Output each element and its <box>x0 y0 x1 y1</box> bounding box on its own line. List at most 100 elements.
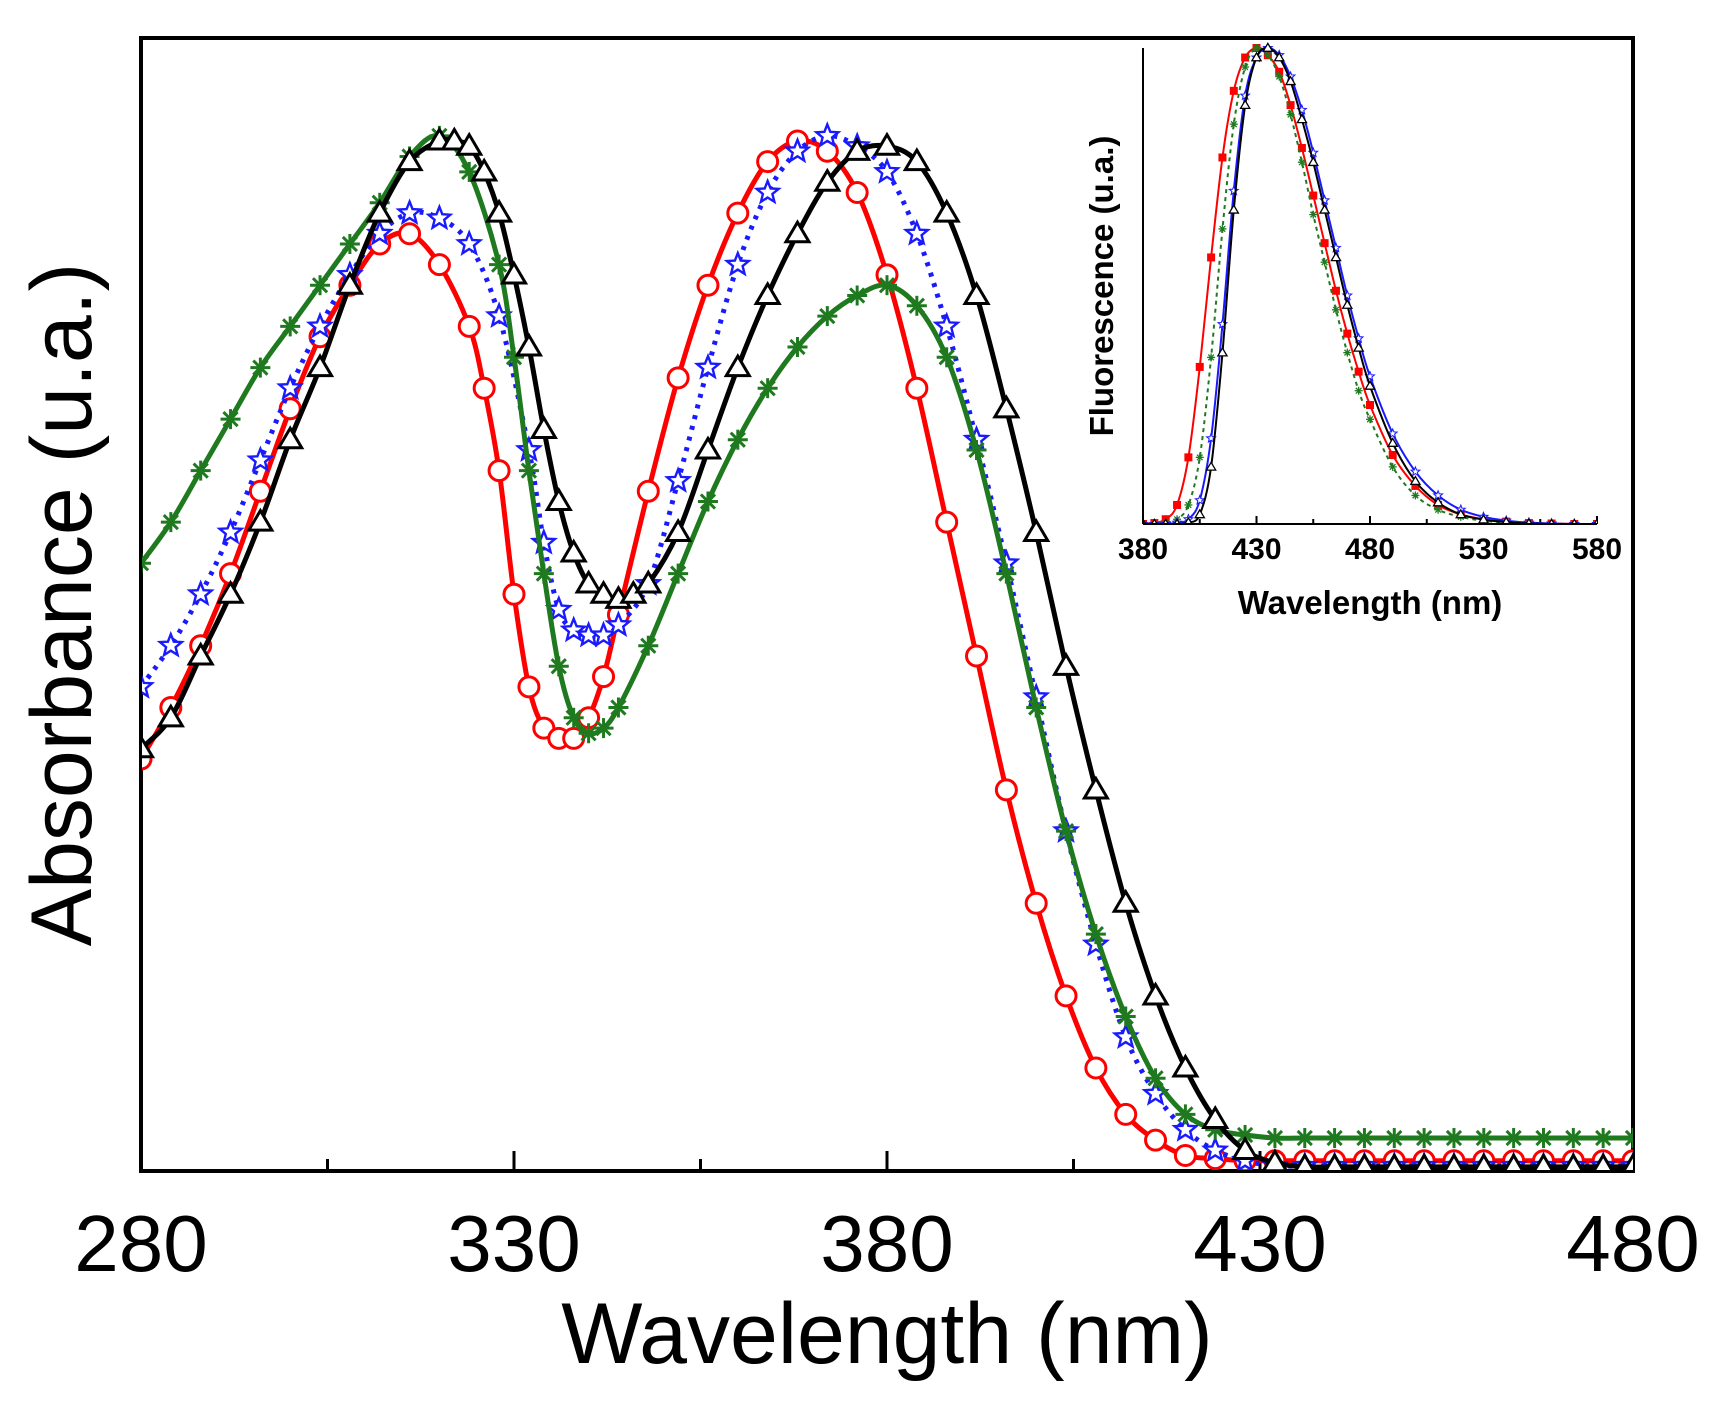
main-point-black-triangles <box>142 735 156 759</box>
main-x-axis-label: Wavelength (nm) <box>561 1286 1213 1382</box>
main-point-black-triangles <box>1443 1152 1465 1170</box>
inset-x-tick-label: 580 <box>1572 533 1622 566</box>
inset-point-black <box>1262 42 1274 52</box>
main-point-green-asterisks <box>1384 1128 1405 1149</box>
main-point-green-asterisks <box>1443 1128 1464 1149</box>
inset-point-red <box>1275 67 1284 76</box>
main-point-red-circles <box>517 675 541 699</box>
inset-point-green <box>1218 224 1227 233</box>
main-point-green-asterisks <box>1026 697 1047 718</box>
main-point-black-triangles <box>1081 775 1111 800</box>
main-point-black-triangles <box>514 332 544 357</box>
main-point-black-triangles <box>962 281 991 306</box>
main-point-red-circles <box>1024 891 1048 915</box>
inset-point-red <box>1343 329 1352 338</box>
main-point-red-circles <box>935 510 959 534</box>
main-point-green-asterisks <box>533 563 554 584</box>
main-point-green-asterisks <box>280 316 301 337</box>
inset-point-green <box>1286 110 1295 119</box>
main-x-tick-label: 430 <box>1193 1199 1326 1288</box>
main-point-green-asterisks <box>142 553 151 574</box>
inset-point-red <box>1366 401 1374 409</box>
inset-point-blue <box>1228 184 1240 196</box>
main-point-green-asterisks <box>1473 1128 1494 1149</box>
main-point-black-triangles <box>440 126 469 151</box>
main-point-green-asterisks <box>1563 1128 1584 1149</box>
inset-point-black <box>1548 518 1555 523</box>
main-point-green-asterisks <box>563 707 584 728</box>
main-point-black-triangles <box>1141 981 1170 1006</box>
main-point-black-triangles <box>932 198 961 223</box>
inset-point-red <box>1354 367 1363 376</box>
inset-point-green <box>1252 44 1261 52</box>
main-point-black-triangles <box>1022 517 1051 542</box>
main-point-green-asterisks <box>996 563 1017 584</box>
main-point-black-triangles <box>455 131 484 156</box>
inset-point-green <box>1434 505 1443 514</box>
main-point-blue-stars <box>425 203 454 231</box>
main-x-tick-label: 480 <box>1566 1199 1699 1288</box>
main-point-green-asterisks <box>1175 1104 1196 1125</box>
inset-point-green <box>1320 258 1329 267</box>
main-point-red-circles <box>965 644 989 668</box>
inset-point-black <box>1184 516 1193 523</box>
main-point-black-triangles <box>783 219 812 244</box>
inset-point-black <box>1307 156 1319 167</box>
main-point-red-circles <box>666 366 690 390</box>
inset-point-green <box>1241 63 1250 72</box>
inset-x-tick-label: 430 <box>1231 533 1281 566</box>
inset-point-blue <box>1386 427 1399 439</box>
inset-point-black <box>1250 51 1263 62</box>
main-point-black-triangles <box>1230 1135 1260 1160</box>
inset-point-red <box>1229 86 1238 95</box>
main-point-blue-stars <box>664 466 693 493</box>
inset-point-green <box>1309 210 1318 219</box>
main-point-green-asterisks <box>339 234 360 254</box>
main-point-black-triangles <box>1503 1152 1524 1170</box>
inset-point-black <box>1364 380 1376 390</box>
main-point-black-triangles <box>813 167 842 192</box>
main-point-green-asterisks <box>877 275 897 296</box>
inset-point-green <box>1184 500 1193 509</box>
main-point-blue-stars <box>142 674 156 699</box>
main-point-red-circles <box>1084 1056 1108 1080</box>
inset-line-red <box>1144 46 1575 523</box>
main-point-red-circles <box>845 181 869 204</box>
inset-point-red <box>1173 500 1182 509</box>
main-point-red-circles <box>472 376 496 400</box>
main-point-blue-stars <box>156 630 185 658</box>
inset-point-green <box>1263 51 1272 60</box>
main-point-black-triangles <box>1111 888 1140 913</box>
inset-point-red <box>1207 253 1216 262</box>
main-point-blue-stars <box>753 177 782 205</box>
main-point-blue-stars <box>305 311 335 339</box>
main-point-red-circles <box>636 479 660 503</box>
main-point-black-triangles <box>544 487 573 512</box>
main-point-green-asterisks <box>1085 924 1106 945</box>
main-point-black-triangles <box>276 425 305 450</box>
main-point-green-asterisks <box>160 512 181 533</box>
main-point-green-asterisks <box>190 460 211 481</box>
inset-point-red <box>1184 453 1193 462</box>
inset-point-red <box>1388 450 1397 459</box>
main-point-green-asterisks <box>1503 1128 1524 1149</box>
main-point-green-asterisks <box>593 718 614 739</box>
main-point-blue-stars <box>693 352 723 380</box>
main-point-blue-stars <box>529 527 558 555</box>
main-point-black-triangles <box>470 157 499 182</box>
main-point-red-circles <box>457 314 481 338</box>
main-point-blue-stars <box>813 121 842 148</box>
main-point-green-asterisks <box>757 378 778 399</box>
inset-point-green <box>1297 158 1306 167</box>
main-point-green-asterisks <box>578 723 599 744</box>
inset-point-black <box>1386 437 1399 447</box>
main-point-green-asterisks <box>817 306 838 327</box>
main-point-green-asterisks <box>727 429 748 450</box>
inset-point-black <box>1296 113 1308 124</box>
inset-series-black <box>1144 42 1597 523</box>
inset-point-black <box>1409 475 1422 486</box>
inset-point-green <box>1229 120 1238 129</box>
inset-point-black <box>1455 508 1467 519</box>
main-point-green-asterisks <box>1623 1128 1633 1149</box>
inset-point-green <box>1195 453 1204 462</box>
